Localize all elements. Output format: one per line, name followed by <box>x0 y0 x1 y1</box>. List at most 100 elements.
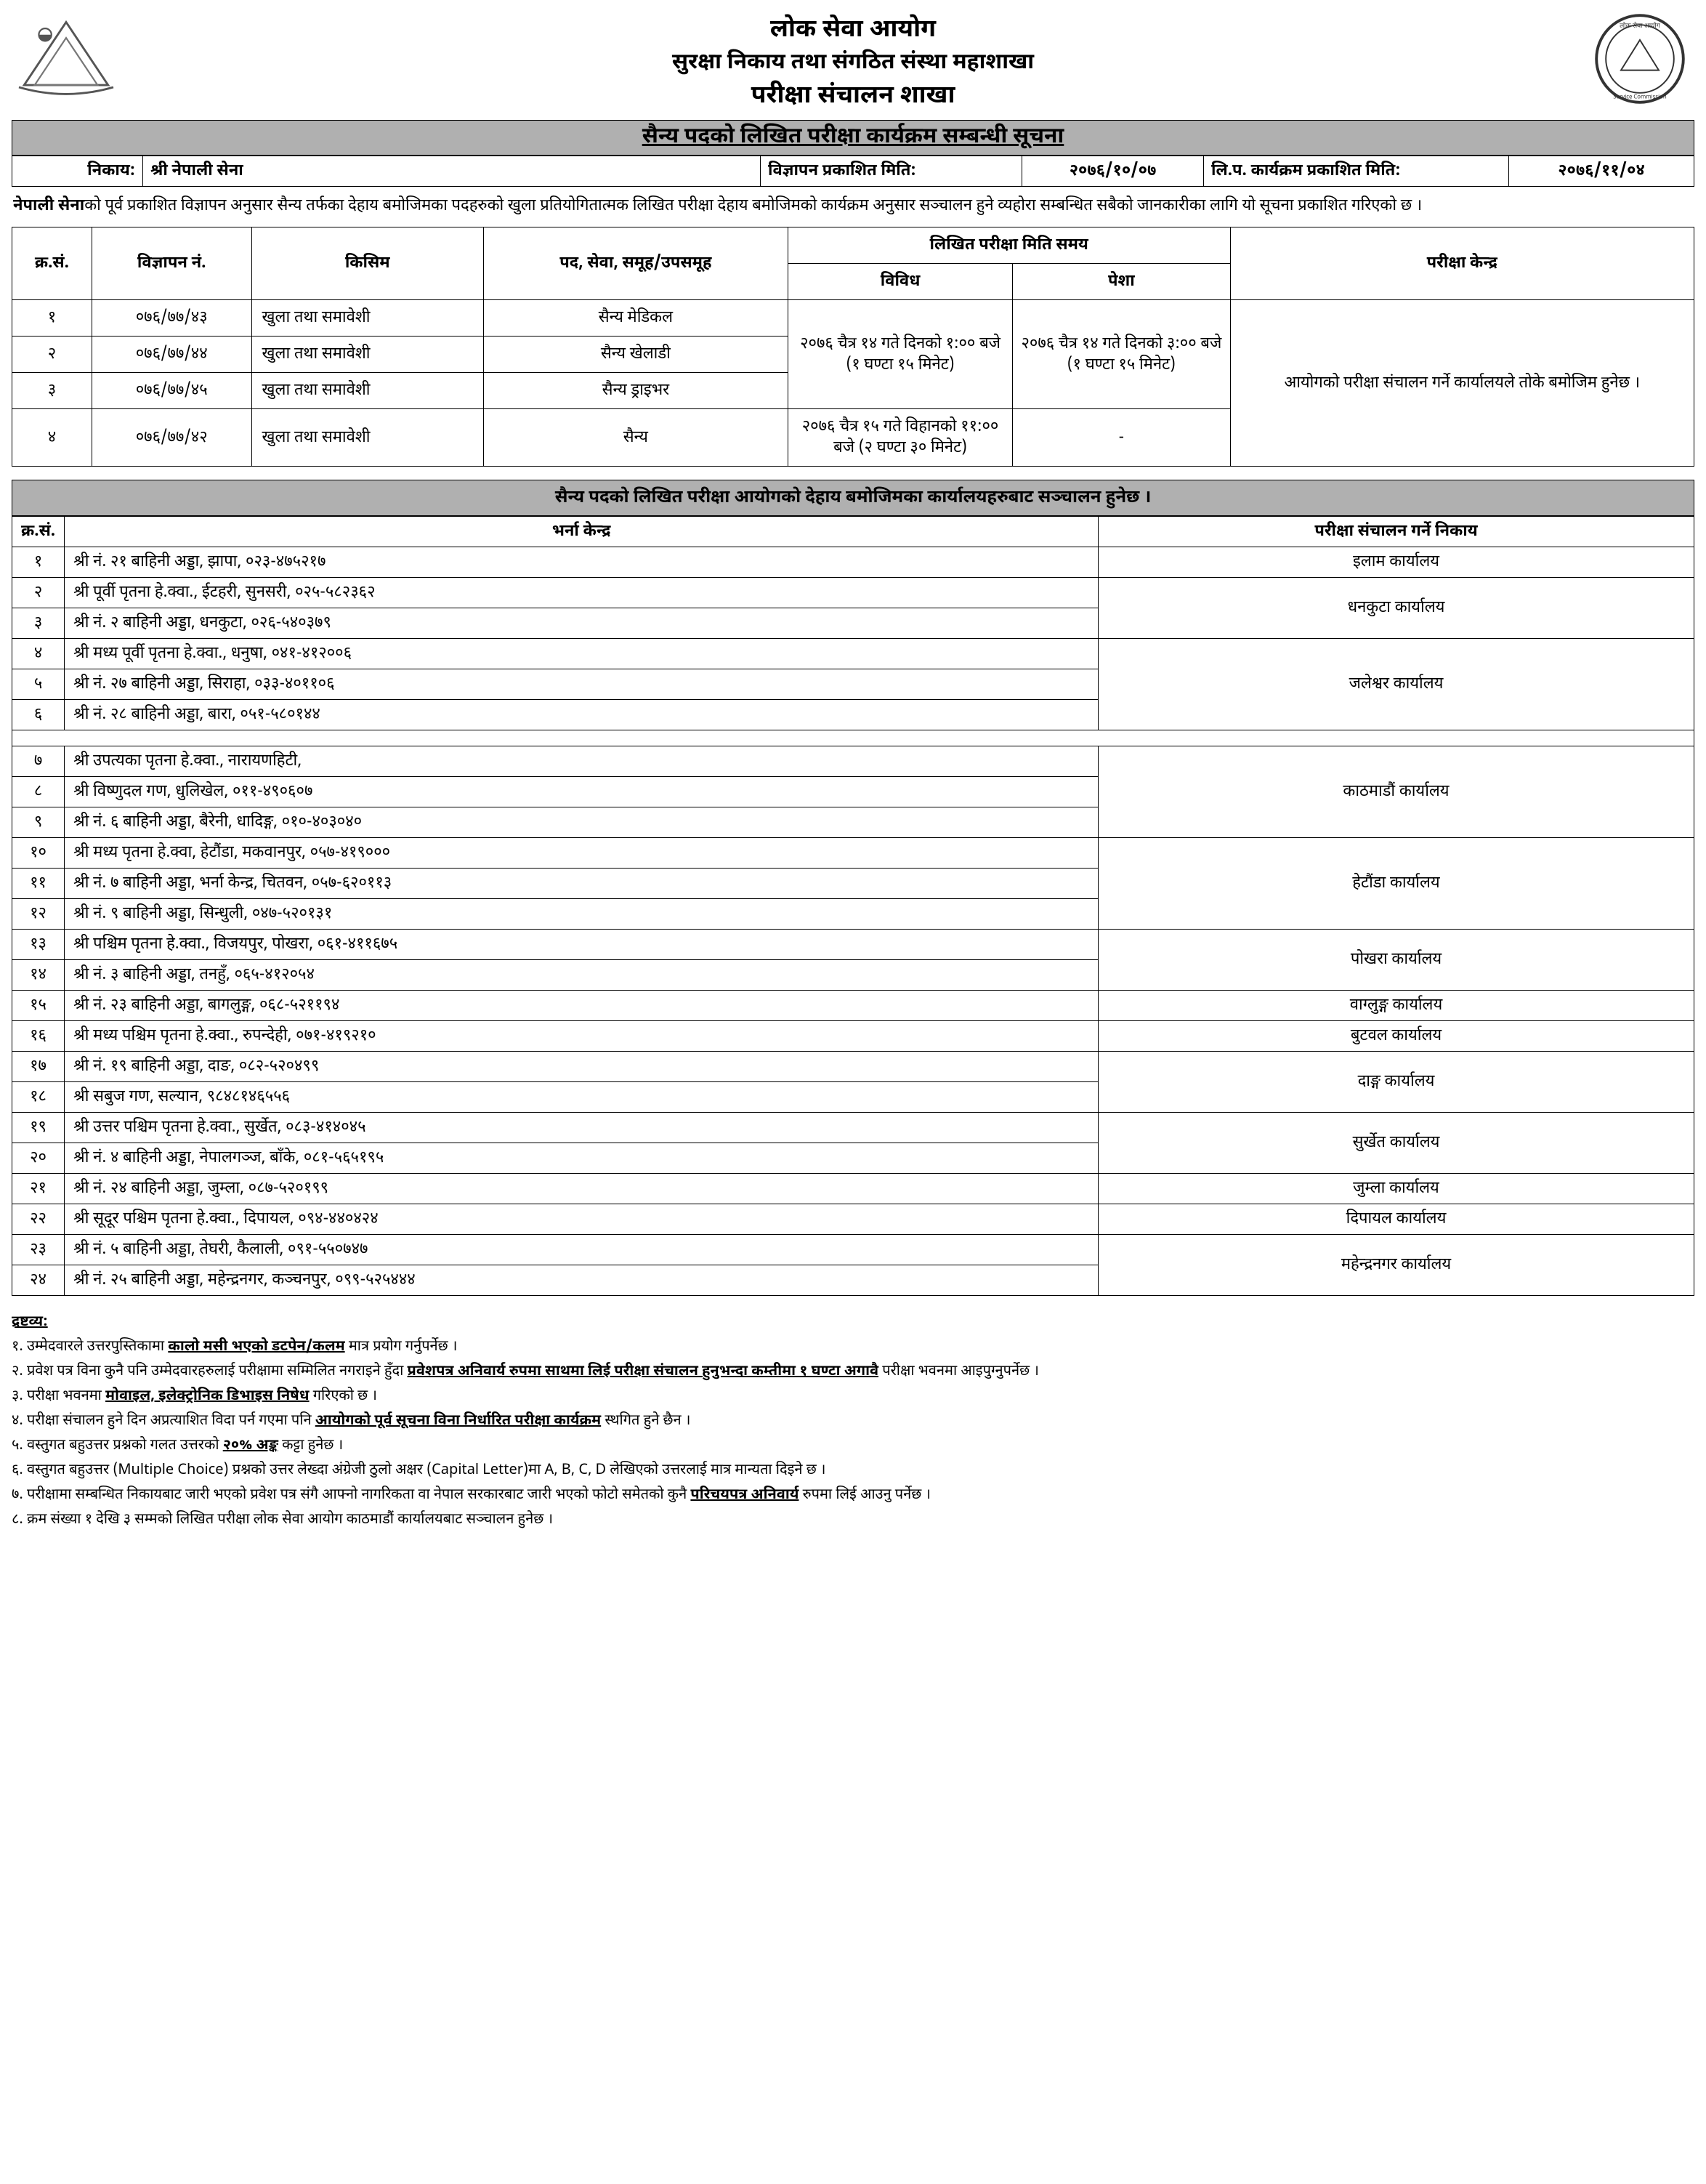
note-item: ५. वस्तुगत बहुउत्तर प्रश्नको गलत उत्तरको… <box>12 1435 1694 1458</box>
cell-adno: ०७६/७७/४५ <box>92 373 251 409</box>
ad-pub-label: विज्ञापन प्रकाशित मिति: <box>761 156 1022 187</box>
meta-table: निकाय: श्री नेपाली सेना विज्ञापन प्रकाशि… <box>12 156 1694 187</box>
center-row: १५श्री नं. २३ बाहिनी अड्डा, बागलुङ्ग, ०६… <box>12 991 1694 1021</box>
cell-sn: २ <box>12 337 92 373</box>
intro-rest: को पूर्व प्रकाशित विज्ञापन अनुसार सैन्य … <box>84 196 1422 217</box>
center-location: श्री मध्य पूर्वी पृतना हे.क्वा., धनुषा, … <box>65 639 1099 669</box>
prog-pub-label: लि.प. कार्यक्रम प्रकाशित मिति: <box>1204 156 1509 187</box>
note-number: ८. <box>12 1511 27 1530</box>
notice-heading: सैन्य पदको लिखित परीक्षा कार्यक्रम सम्बन… <box>12 120 1694 156</box>
note-emphasis: २०% अङ्क <box>223 1437 278 1456</box>
center-office: वाग्लुङ्ग कार्यालय <box>1099 991 1694 1021</box>
center-sn: ९ <box>12 807 65 838</box>
c-col-off: परीक्षा संचालन गर्ने निकाय <box>1099 517 1694 547</box>
cell-adno: ०७६/७७/४२ <box>92 409 251 467</box>
note-text: उम्मेदवारले उत्तरपुस्तिकामा <box>27 1338 168 1357</box>
center-location: श्री नं. २५ बाहिनी अड्डा, महेन्द्रनगर, क… <box>65 1265 1099 1296</box>
note-emphasis: परिचयपत्र अनिवार्य <box>690 1486 799 1505</box>
center-location: श्री उत्तर पश्चिम पृतना हे.क्वा., सुर्खे… <box>65 1113 1099 1143</box>
center-sn: १३ <box>12 930 65 960</box>
center-row: १९श्री उत्तर पश्चिम पृतना हे.क्वा., सुर्… <box>12 1113 1694 1143</box>
center-sn: १० <box>12 838 65 869</box>
center-location: श्री नं. ३ बाहिनी अड्डा, तनहुँ, ०६५-४१२०… <box>65 960 1099 991</box>
page: लोक सेवा आयोग सुरक्षा निकाय तथा संगठित स… <box>12 12 1694 1532</box>
cell-post: सैन्य ड्राइभर <box>483 373 788 409</box>
center-row: १३श्री पश्चिम पृतना हे.क्वा., विजयपुर, प… <box>12 930 1694 960</box>
center-row: २३श्री नं. ५ बाहिनी अड्डा, तेघरी, कैलाली… <box>12 1235 1694 1265</box>
center-location: श्री नं. ५ बाहिनी अड्डा, तेघरी, कैलाली, … <box>65 1235 1099 1265</box>
header: लोक सेवा आयोग सुरक्षा निकाय तथा संगठित स… <box>12 12 1694 116</box>
col-center: परीक्षा केन्द्र <box>1230 227 1694 300</box>
cell-sn: ४ <box>12 409 92 467</box>
center-office: जलेश्वर कार्यालय <box>1099 639 1694 730</box>
center-office: इलाम कार्यालय <box>1099 547 1694 578</box>
note-emphasis: प्रवेशपत्र अनिवार्य रुपमा साथमा लिई परीक… <box>408 1363 879 1382</box>
svg-text:लोक सेवा आयोग: लोक सेवा आयोग <box>1620 21 1661 31</box>
center-office: धनकुटा कार्यालय <box>1099 578 1694 639</box>
center-location: श्री उपत्यका पृतना हे.क्वा., नारायणहिटी, <box>65 746 1099 777</box>
note-text: परीक्षा भवनमा आइपुग्नुपर्नेछ । <box>878 1363 1039 1382</box>
note-number: ४. <box>12 1412 27 1431</box>
center-location: श्री नं. ४ बाहिनी अड्डा, नेपालगञ्ज, बाँक… <box>65 1143 1099 1174</box>
center-location: श्री विष्णुदल गण, धुलिखेल, ०११-४९०६०७ <box>65 777 1099 807</box>
col-prof: पेशा <box>1013 264 1230 300</box>
col-datetime: लिखित परीक्षा मिति समय <box>788 227 1230 264</box>
centers-table: क्र.सं. भर्ना केन्द्र परीक्षा संचालन गर्… <box>12 516 1694 1296</box>
cell-type: खुला तथा समावेशी <box>251 300 483 337</box>
body-value: श्री नेपाली सेना <box>143 156 761 187</box>
ad-pub-value: २०७६/१०/०७ <box>1022 156 1204 187</box>
cell-type: खुला तथा समावेशी <box>251 409 483 467</box>
center-row: १६श्री मध्य पश्चिम पृतना हे.क्वा., रुपन्… <box>12 1021 1694 1052</box>
center-sn: १५ <box>12 991 65 1021</box>
header-titles: लोक सेवा आयोग सुरक्षा निकाय तथा संगठित स… <box>121 12 1585 116</box>
intro-lead: नेपाली सेना <box>13 196 84 217</box>
center-office: पोखरा कार्यालय <box>1099 930 1694 991</box>
center-sn: २० <box>12 1143 65 1174</box>
note-emphasis: कालो मसी भएको डटपेन/कलम <box>168 1338 344 1357</box>
cell-post: सैन्य मेडिकल <box>483 300 788 337</box>
center-location: श्री सूदूर पश्चिम पृतना हे.क्वा., दिपायल… <box>65 1204 1099 1235</box>
center-sn: २१ <box>12 1174 65 1204</box>
center-sn: ११ <box>12 869 65 899</box>
note-number: ६. <box>12 1462 27 1480</box>
center-office: जुम्ला कार्यालय <box>1099 1174 1694 1204</box>
center-row: २१श्री नं. २४ बाहिनी अड्डा, जुम्ला, ०८७-… <box>12 1174 1694 1204</box>
note-text: रुपमा लिई आउनु पर्नेछ । <box>799 1486 931 1505</box>
center-row: २श्री पूर्वी पृतना हे.क्वा., ईटहरी, सुनस… <box>12 578 1694 608</box>
note-text: गरिएको छ । <box>310 1387 377 1406</box>
center-office: दाङ्ग कार्यालय <box>1099 1052 1694 1113</box>
notes-heading: द्रष्टव्य: <box>12 1312 1694 1334</box>
center-location: श्री मध्य पृतना हे.क्वा, हेटौंडा, मकवानप… <box>65 838 1099 869</box>
center-sn: ४ <box>12 639 65 669</box>
intro-paragraph: नेपाली सेनाको पूर्व प्रकाशित विज्ञापन अन… <box>13 194 1693 218</box>
note-number: १. <box>12 1338 27 1357</box>
note-number: २. <box>12 1363 27 1382</box>
seal-right: लोक सेवा आयोग Service Commission <box>1585 12 1694 106</box>
svg-text:Service Commission: Service Commission <box>1613 94 1666 102</box>
center-location: श्री नं. २४ बाहिनी अड्डा, जुम्ला, ०८७-५२… <box>65 1174 1099 1204</box>
center-sn: २ <box>12 578 65 608</box>
note-text: प्रवेश पत्र विना कुनै पनि उम्मेदवारहरुला… <box>27 1363 408 1382</box>
center-location: श्री सबुज गण, सल्यान, ९८४८१४६५५६ <box>65 1082 1099 1113</box>
cell-time-prof: २०७६ चैत्र १४ गते दिनको ३:०० बजे (१ घण्ट… <box>1013 300 1230 409</box>
center-row: १७श्री नं. १९ बाहिनी अड्डा, दाङ, ०८२-५२०… <box>12 1052 1694 1082</box>
col-adno: विज्ञापन नं. <box>92 227 251 300</box>
note-item: ८. क्रम संख्या १ देखि ३ सम्मको लिखित परी… <box>12 1510 1694 1532</box>
cell-adno: ०७६/७७/४३ <box>92 300 251 337</box>
center-location: श्री नं. १९ बाहिनी अड्डा, दाङ, ०८२-५२०४९… <box>65 1052 1099 1082</box>
org-title: लोक सेवा आयोग <box>121 15 1585 47</box>
center-sn: १ <box>12 547 65 578</box>
center-office: हेटौंडा कार्यालय <box>1099 838 1694 930</box>
cell-time-prof: - <box>1013 409 1230 467</box>
center-sn: १९ <box>12 1113 65 1143</box>
note-text: वस्तुगत बहुउत्तर प्रश्नको गलत उत्तरको <box>27 1437 223 1456</box>
cell-sn: १ <box>12 300 92 337</box>
center-sn: १८ <box>12 1082 65 1113</box>
center-sn: २३ <box>12 1235 65 1265</box>
note-number: ३. <box>12 1387 27 1406</box>
note-text: मात्र प्रयोग गर्नुपर्नेछ । <box>345 1338 458 1357</box>
center-location: श्री पश्चिम पृतना हे.क्वा., विजयपुर, पोख… <box>65 930 1099 960</box>
center-location: श्री नं. ६ बाहिनी अड्डा, बैरेनी, धादिङ्ग… <box>65 807 1099 838</box>
note-item: २. प्रवेश पत्र विना कुनै पनि उम्मेदवारहर… <box>12 1361 1694 1384</box>
center-sn: २२ <box>12 1204 65 1235</box>
